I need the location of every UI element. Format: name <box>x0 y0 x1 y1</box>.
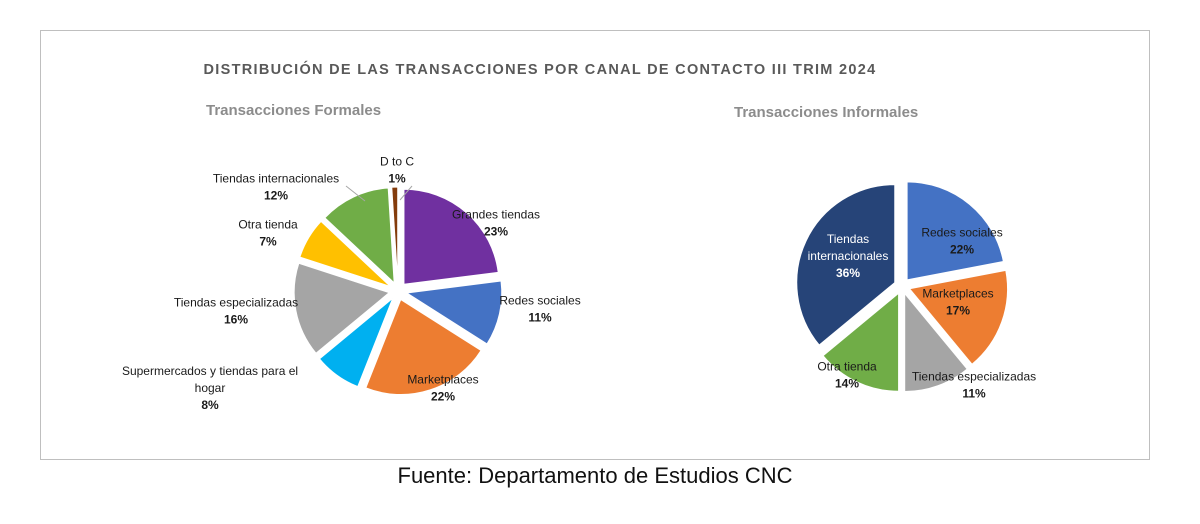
informal-label-marketplaces: Marketplaces 17% <box>922 287 993 318</box>
slice-labels: Grandes tiendas 23% Redes sociales 11% Marke… <box>122 155 1036 413</box>
formal-value-otra-tienda: 7% <box>259 235 277 249</box>
formal-label-d-to-c: D to C 1% <box>380 155 414 186</box>
formal-value-d-to-c: 1% <box>388 172 406 186</box>
informal-label-otra-tienda: Otra tienda 14% <box>817 360 877 391</box>
informal-value-tiendas-internacionales: 36% <box>836 266 860 280</box>
formal-label-marketplaces: Marketplaces 22% <box>407 373 478 404</box>
formal-value-tiendas-internacionales: 12% <box>264 189 288 203</box>
formal-label-redes-sociales: Redes sociales 11% <box>499 294 580 325</box>
formal-label-grandes-tiendas: Grandes tiendas 23% <box>452 208 540 239</box>
informal-slice-tiendas-especializadas <box>904 292 968 393</box>
formal-slice-redes-sociales <box>405 280 503 345</box>
formal-value-marketplaces: 22% <box>431 390 455 404</box>
informal-slice-otra-tienda <box>822 292 900 392</box>
main-title: DISTRIBUCIÓN DE LAS TRANSACCIONES POR CA… <box>203 62 877 78</box>
formal-label-tiendas-internacionales: Tiendas internacionales 12% <box>213 172 339 203</box>
formal-value-redes-sociales: 11% <box>528 311 552 325</box>
formal-pie <box>293 186 503 396</box>
informal-value-redes-sociales: 22% <box>950 243 974 257</box>
formal-slice-supermercados-y-tiendas-para-el-hogar <box>318 297 394 388</box>
formal-slice-tiendas-internacionales <box>324 187 395 285</box>
formal-label-supermercados-y-tiendas-para-el-hogar: Supermercados y tiendas para el hogar 8% <box>122 364 298 412</box>
formal-slice-otra-tienda <box>299 220 391 287</box>
formal-value-tiendas-especializadas: 16% <box>224 313 248 327</box>
informal-pie <box>796 181 1008 393</box>
informal-label-tiendas-especializadas: Tiendas especializadas 11% <box>912 370 1036 401</box>
informal-slice-tiendas-internacionales <box>796 184 896 346</box>
formal-label-tiendas-especializadas: Tiendas especializadas 16% <box>174 296 298 327</box>
formal-label-otra-tienda: Otra tienda 7% <box>238 218 298 249</box>
formal-value-grandes-tiendas: 23% <box>484 225 508 239</box>
leader-lines <box>345 185 413 202</box>
formal-leader-d-to-c <box>399 185 413 201</box>
informal-chart-title: Transacciones Informales <box>734 104 919 121</box>
source-note: Fuente: Departamento de Estudios CNC <box>397 463 793 488</box>
formal-leader-tiendas-internacionales <box>345 185 366 202</box>
informal-label-tiendas-internacionales: Tiendas internacionales 36% <box>808 232 889 280</box>
informal-slice-marketplaces <box>908 269 1008 365</box>
formal-chart-title: Transacciones Formales <box>206 102 382 119</box>
informal-value-marketplaces: 17% <box>946 304 970 318</box>
informal-label-redes-sociales: Redes sociales 22% <box>921 226 1002 257</box>
formal-slice-d-to-c <box>391 186 399 283</box>
informal-value-tiendas-especializadas: 11% <box>962 387 986 401</box>
formal-slice-grandes-tiendas <box>403 188 499 285</box>
informal-value-otra-tienda: 14% <box>835 377 859 391</box>
formal-slice-tiendas-especializadas <box>293 262 391 354</box>
informal-slice-redes-sociales <box>906 181 1004 281</box>
formal-slice-marketplaces <box>365 298 482 396</box>
formal-value-supermercados-y-tiendas-para-el-hogar: 8% <box>201 398 219 412</box>
